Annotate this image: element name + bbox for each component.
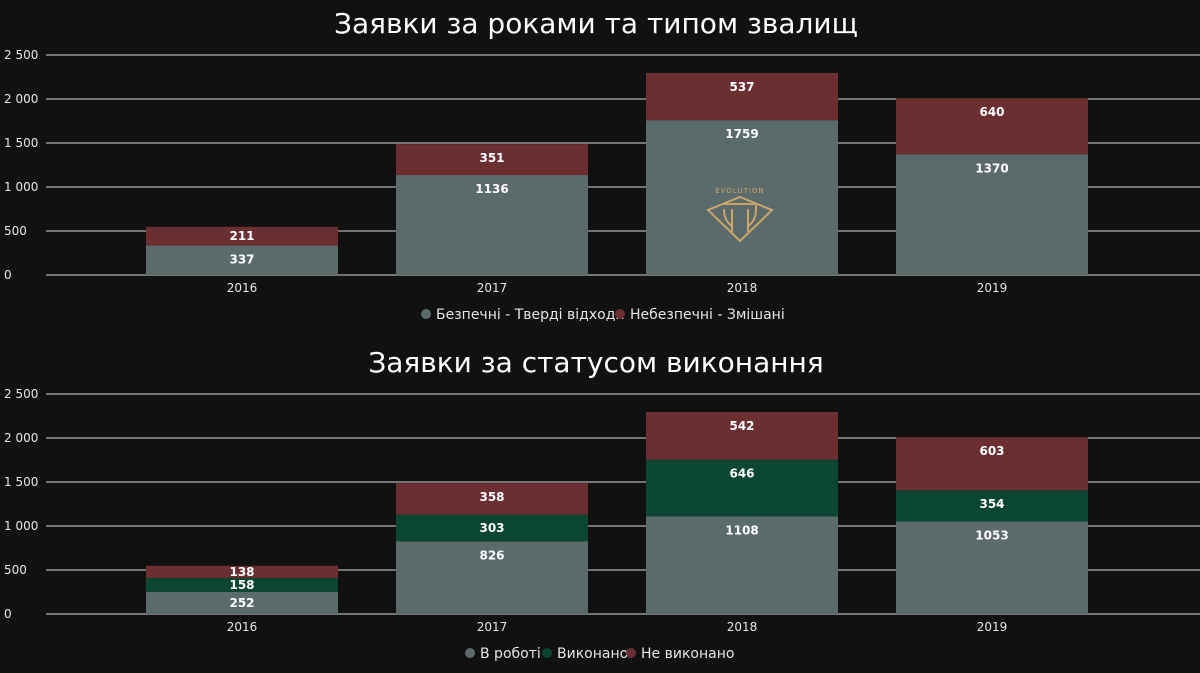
y-tick-label: 2 500 — [4, 387, 38, 401]
x-tick-label: 2019 — [977, 620, 1008, 634]
chart-requests-by-type: Заявки за роками та типом звалищ 0 500 1 00… — [4, 7, 1200, 323]
bar-segment — [396, 483, 588, 515]
legend-marker — [542, 648, 552, 658]
legend-marker — [626, 648, 636, 658]
data-label: 354 — [979, 497, 1004, 511]
chart-requests-by-status: Заявки за статусом виконання 0 500 1 000 1 5… — [4, 346, 1200, 662]
chart-title: Заявки за роками та типом звалищ — [334, 7, 858, 40]
bar-segment — [896, 437, 1088, 491]
bar-segment — [896, 154, 1088, 275]
x-tick-label: 2019 — [977, 281, 1008, 295]
bar-segment — [396, 541, 588, 614]
data-label: 1136 — [475, 182, 508, 196]
bar-segment — [146, 577, 338, 592]
bar-segment — [646, 411, 838, 460]
legend: Безпечні - Тверді відходи Небезпечні - Зм… — [421, 307, 785, 323]
bar-segment — [896, 98, 1088, 155]
x-tick-label: 2018 — [727, 620, 758, 634]
y-tick-label: 1 500 — [4, 136, 38, 150]
bar-segment — [146, 245, 338, 275]
y-tick-label: 1 500 — [4, 475, 38, 489]
data-label: 1370 — [975, 161, 1008, 175]
data-label: 646 — [729, 467, 754, 481]
x-tick-label: 2016 — [227, 281, 258, 295]
data-label: 1108 — [725, 523, 758, 537]
y-tick-label: 0 — [4, 607, 12, 621]
data-label: 358 — [479, 490, 504, 504]
bar-segment — [146, 591, 338, 614]
bar-segment — [896, 521, 1088, 614]
data-label: 537 — [729, 80, 754, 94]
legend-label: Небезпечні - Змішані — [630, 307, 785, 323]
data-label: 542 — [729, 419, 754, 433]
legend-marker — [615, 309, 625, 319]
x-tick-label: 2017 — [477, 620, 508, 634]
y-tick-label: 1 000 — [4, 519, 38, 533]
y-tick-label: 2 000 — [4, 92, 38, 106]
data-label: 1759 — [725, 127, 758, 141]
logo-text: EVOLUTION — [715, 187, 764, 195]
legend-label: Не виконано — [641, 646, 734, 662]
data-label: 826 — [479, 548, 504, 562]
data-label: 303 — [479, 521, 504, 535]
bar-segment — [646, 516, 838, 614]
chart-title: Заявки за статусом виконання — [368, 346, 823, 379]
data-label: 211 — [229, 229, 254, 243]
bar-segment — [896, 490, 1088, 522]
bar-segment — [146, 226, 338, 246]
x-tick-label: 2018 — [727, 281, 758, 295]
y-tick-label: 2 500 — [4, 48, 38, 62]
x-tick-label: 2016 — [227, 620, 258, 634]
data-label: 158 — [229, 578, 254, 592]
legend-label: Виконано — [557, 646, 628, 662]
bar-segment — [646, 459, 838, 517]
y-tick-label: 2 000 — [4, 431, 38, 445]
data-label: 138 — [229, 565, 254, 579]
legend-marker — [421, 309, 431, 319]
data-label: 603 — [979, 444, 1004, 458]
data-label: 1053 — [975, 528, 1008, 542]
data-label: 252 — [229, 596, 254, 610]
y-tick-label: 500 — [4, 224, 27, 238]
bar-segment — [396, 514, 588, 542]
y-tick-label: 500 — [4, 563, 27, 577]
bar-segment — [396, 175, 588, 275]
bar-segment — [146, 565, 338, 578]
x-tick-label: 2017 — [477, 281, 508, 295]
bar-segment — [396, 144, 588, 176]
legend-label: В роботі — [480, 646, 541, 662]
legend-label: Безпечні - Тверді відходи — [436, 307, 624, 323]
evolution-diamond-logo-icon: EVOLUTION — [706, 187, 774, 243]
y-tick-label: 0 — [4, 268, 12, 282]
y-tick-label: 1 000 — [4, 180, 38, 194]
legend: В роботі Виконано Не виконано — [465, 646, 734, 662]
data-label: 337 — [229, 252, 254, 266]
bar-segment — [646, 72, 838, 121]
data-label: 640 — [979, 105, 1004, 119]
legend-marker — [465, 648, 475, 658]
data-label: 351 — [479, 151, 504, 165]
